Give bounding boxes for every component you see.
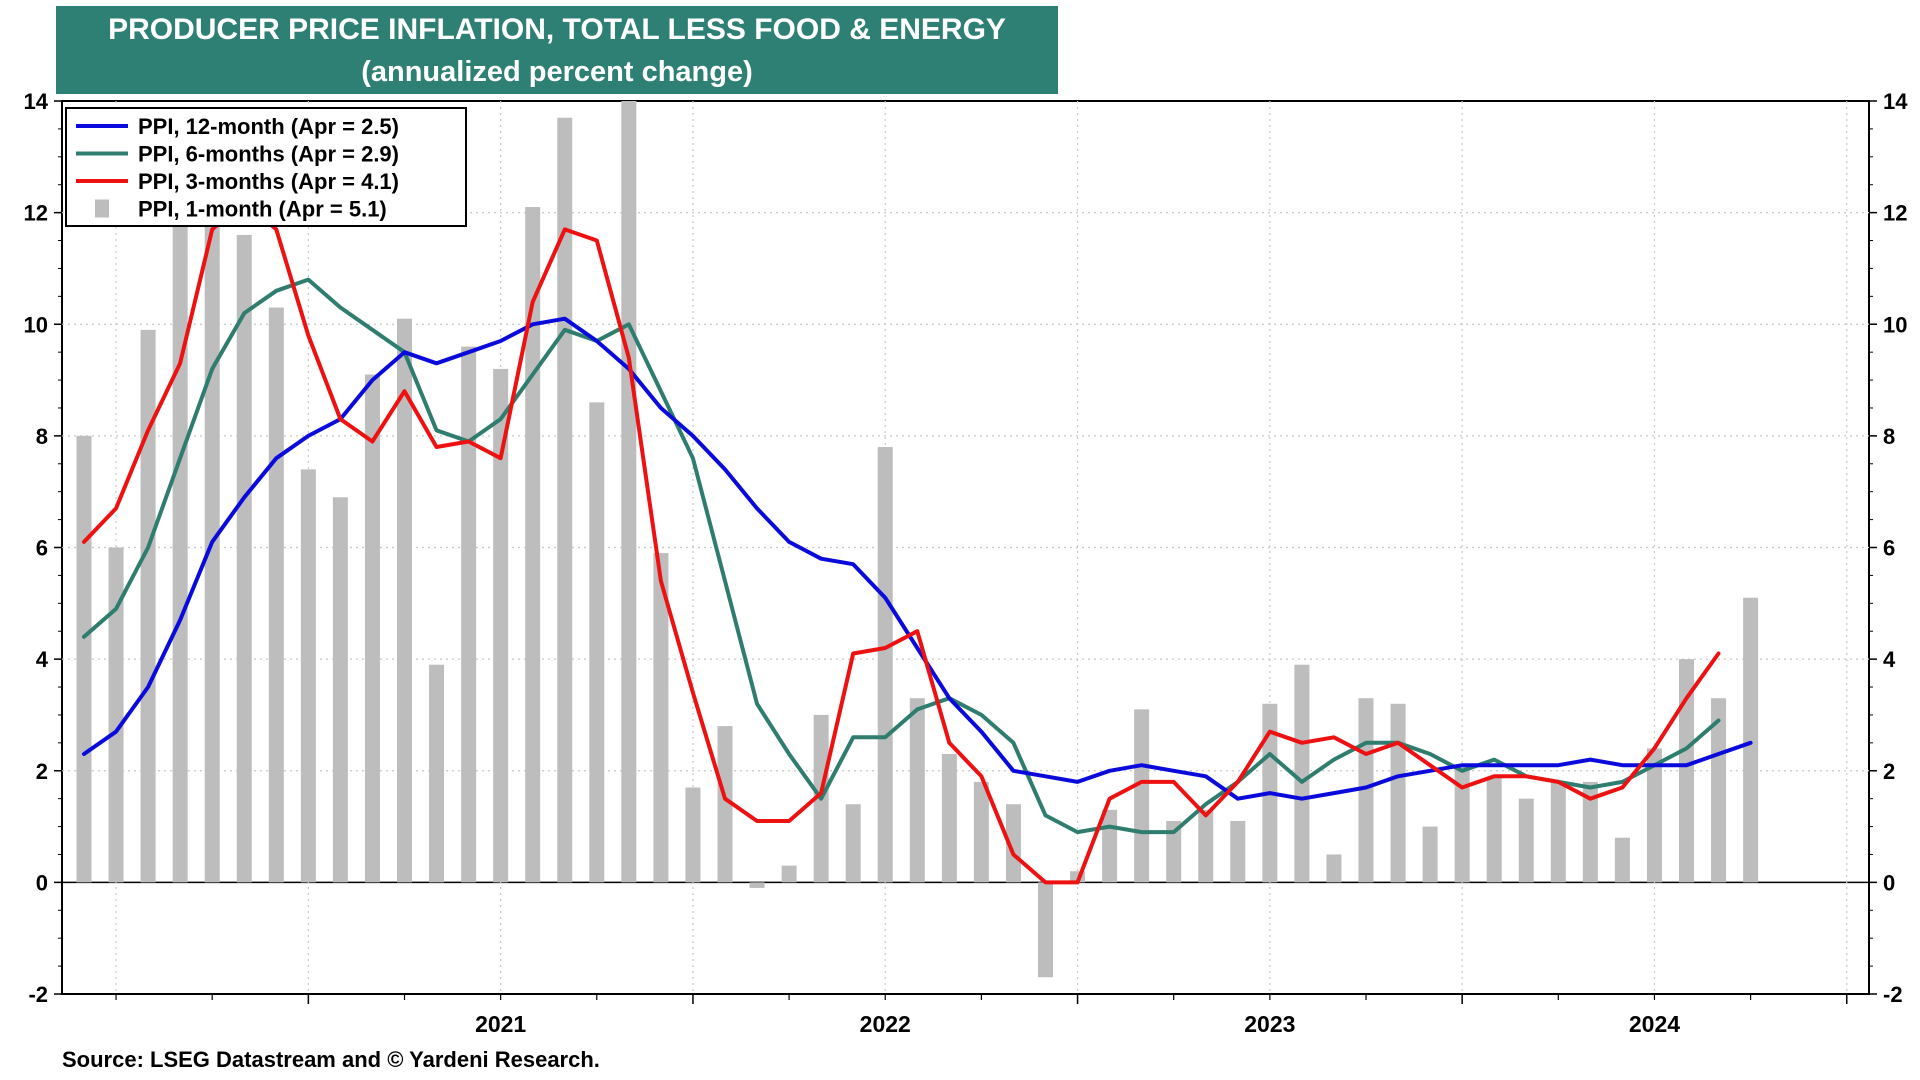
y-tick-label-right: 12 [1883, 201, 1907, 226]
bar-ppi-1-month [1486, 776, 1502, 883]
bar-ppi-1-month [1646, 748, 1662, 883]
line-ppi-12-month [82, 316, 1753, 801]
bar-ppi-1-month [364, 374, 380, 883]
bar-ppi-1-month [204, 212, 220, 883]
bar-ppi-1-month [1582, 781, 1598, 883]
y-tick-label-left: 0 [36, 870, 48, 895]
bar-ppi-1-month [973, 781, 989, 883]
y-tick-label-left: 6 [36, 536, 48, 561]
y-tick-label-left: 4 [36, 647, 49, 672]
y-tick-label-left: 10 [24, 312, 48, 337]
bar-ppi-1-month [1518, 798, 1534, 883]
bar-ppi-1-month [781, 865, 797, 883]
line-ppi-6-months [82, 277, 1721, 835]
legend-swatch-bar [95, 199, 109, 218]
bar-ppi-1-month [332, 497, 348, 883]
bar-ppi-1-month [1294, 664, 1310, 883]
source-note: Source: LSEG Datastream and © Yardeni Re… [62, 1047, 600, 1072]
bar-ppi-1-month [493, 368, 509, 883]
bar-ppi-1-month [76, 435, 92, 883]
bar-ppi-1-month [1134, 709, 1150, 883]
bar-ppi-1-month [1102, 809, 1118, 883]
bar-ppi-1-month [1390, 703, 1406, 883]
bar-ppi-1-month [525, 207, 541, 883]
bar-ppi-1-month [845, 804, 861, 883]
bar-ppi-1-month [909, 698, 925, 883]
y-tick-label-right: 10 [1883, 312, 1907, 337]
legend-box [65, 107, 467, 227]
y-tick-label-right: 6 [1883, 536, 1895, 561]
y-tick-label-right: 8 [1883, 424, 1895, 449]
bar-ppi-1-month [461, 346, 477, 883]
x-year-label: 2021 [475, 1011, 526, 1037]
chart-title-box: PRODUCER PRICE INFLATION, TOTAL LESS FOO… [56, 6, 1058, 94]
bars-ppi-1-month [76, 101, 1759, 978]
x-year-label: 2024 [1629, 1011, 1680, 1037]
bar-ppi-1-month [140, 329, 156, 883]
legend-label: PPI, 6-months (Apr = 2.9) [138, 142, 399, 167]
y-tick-label-right: 4 [1883, 647, 1896, 672]
bar-ppi-1-month [717, 726, 733, 883]
bar-ppi-1-month [1550, 781, 1566, 883]
lines [82, 199, 1753, 885]
axes: -2 -2 0 0 2 2 4 4 6 6 8 8 10 10 12 12 14 14 2021 2022 2023 20… [24, 89, 1909, 1037]
bar-ppi-1-month [1679, 659, 1694, 883]
bar-ppi-1-month [429, 664, 445, 883]
bar-ppi-1-month [1454, 765, 1470, 883]
bar-ppi-1-month [1166, 820, 1182, 883]
bar-ppi-1-month [877, 447, 893, 883]
bar-ppi-1-month [108, 547, 124, 883]
y-tick-label-left: 8 [36, 424, 48, 449]
bar-ppi-1-month [1614, 837, 1630, 883]
bar-ppi-1-month [268, 307, 284, 883]
y-tick-label-right: 14 [1883, 89, 1908, 114]
chart-title: PRODUCER PRICE INFLATION, TOTAL LESS FOO… [108, 13, 1006, 46]
chart-subtitle: (annualized percent change) [361, 56, 753, 88]
bar-ppi-1-month [589, 402, 605, 883]
legend: PPI, 12-month (Apr = 2.5) PPI, 6-months (… [65, 107, 467, 227]
bar-ppi-1-month [172, 218, 188, 883]
bar-ppi-1-month [1422, 826, 1438, 883]
bar-ppi-1-month [1005, 804, 1021, 883]
legend-label: PPI, 3-months (Apr = 4.1) [138, 169, 399, 194]
bar-ppi-1-month [300, 469, 316, 883]
y-tick-label-left: -2 [28, 982, 48, 1007]
bar-ppi-1-month [749, 882, 765, 888]
y-tick-label-left: 12 [24, 201, 48, 226]
x-year-label: 2022 [860, 1011, 911, 1037]
line-ppi-3-months [82, 199, 1721, 885]
bar-ppi-1-month [941, 754, 957, 883]
y-tick-label-right: -2 [1883, 982, 1903, 1007]
y-tick-label-left: 14 [24, 89, 49, 114]
y-tick-label-right: 0 [1883, 870, 1895, 895]
bar-ppi-1-month [1230, 820, 1246, 883]
legend-label: PPI, 1-month (Apr = 5.1) [138, 197, 387, 222]
bar-ppi-1-month [621, 101, 637, 883]
bar-ppi-1-month [1326, 854, 1342, 883]
bar-ppi-1-month [557, 117, 573, 883]
bar-ppi-1-month [1711, 698, 1727, 883]
bar-ppi-1-month [1743, 597, 1759, 883]
y-tick-label-left: 2 [36, 759, 48, 784]
bar-ppi-1-month [653, 553, 669, 883]
legend-label: PPI, 12-month (Apr = 2.5) [138, 114, 399, 139]
bar-ppi-1-month [397, 318, 412, 883]
bar-ppi-1-month [1198, 809, 1214, 883]
bar-ppi-1-month [1038, 882, 1053, 978]
bar-ppi-1-month [685, 787, 701, 883]
bar-ppi-1-month [236, 234, 252, 883]
y-tick-label-right: 2 [1883, 759, 1895, 784]
x-year-label: 2023 [1244, 1011, 1295, 1037]
